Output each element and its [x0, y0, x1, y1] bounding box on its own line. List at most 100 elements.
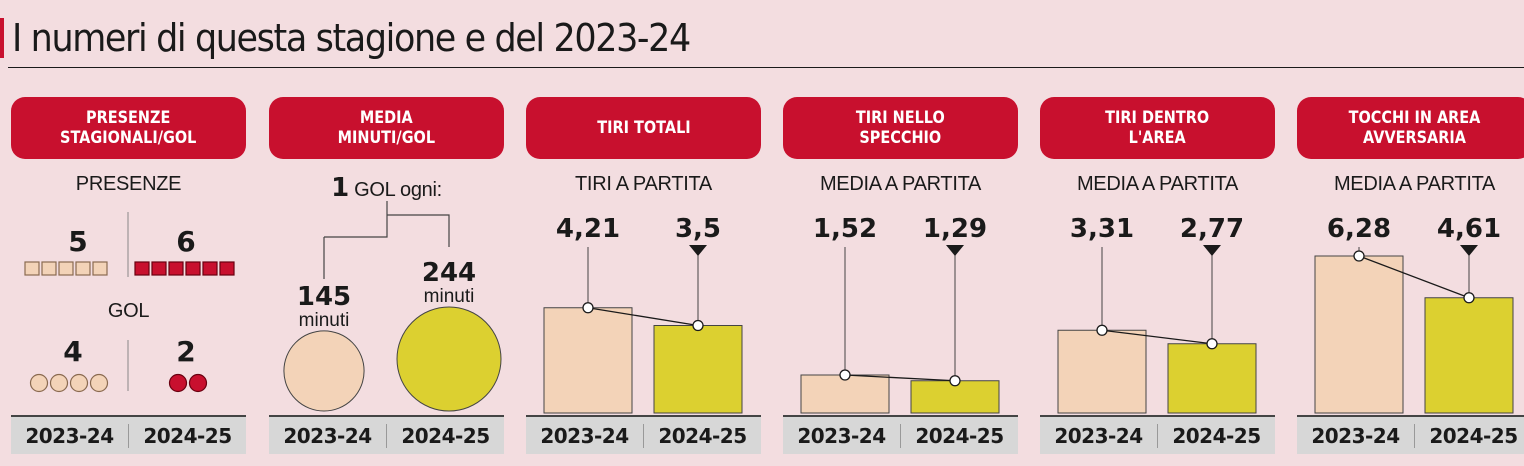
panel-presenze-gol: PRESENZE STAGIONALI/GOL PRESENZE 5 6 GOL…: [11, 97, 246, 454]
gol-circle-2024-25: [188, 373, 208, 393]
minuti-value-label: 145: [297, 282, 351, 312]
minuti-circle-2024-25: [396, 306, 502, 412]
bar-2023-24: [543, 307, 633, 414]
gol-2023-24-value: 4: [63, 335, 83, 368]
presenze-square-2023-24: [75, 261, 91, 276]
presenze-square-2024-25: [151, 261, 167, 276]
value-label-2023-24: 4,21: [556, 214, 620, 244]
presenze-square-2023-24: [92, 261, 108, 276]
panel-subtitle: MEDIA A PARTITA: [819, 173, 982, 195]
panel-title: TIRI TOTALI: [596, 118, 691, 138]
season-label-2023-24: 2023-24: [540, 423, 629, 448]
panel-footer: 2023-24 2024-25: [11, 415, 246, 454]
presenze-square-2024-25: [219, 261, 235, 276]
trend-point-2023-24: [582, 302, 594, 314]
value-label-2023-24: 3,31: [1070, 214, 1134, 244]
trend-point-2024-25: [1206, 338, 1218, 350]
gol-ogni-text: GOL ogni:: [354, 179, 442, 201]
panel-title: PRESENZE STAGIONALI/GOL: [60, 108, 197, 148]
minuti-unit-label: minuti: [299, 310, 350, 331]
value-label-2024-25: 3,5: [675, 214, 721, 244]
gol-ogni-subtitle: 1 GOL ogni:: [269, 173, 504, 203]
value-label-2024-25: 2,77: [1180, 214, 1244, 244]
tiri-totali-chart: 4,21 3,5: [543, 214, 743, 414]
bar-2023-24: [1057, 329, 1147, 414]
gol-2024-25-value: 2: [176, 335, 196, 368]
bar-2024-25: [1167, 343, 1257, 414]
trend-point-2024-25: [1463, 292, 1475, 304]
value-label-2024-25: 4,61: [1437, 214, 1501, 244]
trend-point-2024-25: [949, 375, 961, 387]
presenze-gol-marks: [24, 212, 235, 393]
decrease-arrow-icon: [1203, 245, 1221, 256]
gol-circle-2024-25: [168, 373, 188, 393]
season-label-2024-25: 2024-25: [915, 423, 1004, 448]
panel-header: TIRI DENTRO L'AREA: [1040, 97, 1275, 159]
value-label-2023-24: 1,52: [813, 214, 877, 244]
tocchi-area-chart: 6,28 4,61: [1314, 214, 1514, 414]
title-rule: [8, 67, 1524, 68]
bar-2024-25: [653, 325, 743, 414]
panel-footer: 2023-24 2024-25: [1297, 415, 1524, 454]
value-label-2023-24: 6,28: [1327, 214, 1391, 244]
tiri-nello-specchio-chart: 1,52 1,29: [800, 214, 1000, 414]
panel-title: TIRI NELLO SPECCHIO: [856, 108, 945, 148]
panel-tiri-dentro-area: TIRI DENTRO L'AREA MEDIA A PARTITA 3,31 2…: [1040, 97, 1275, 454]
value-label-2024-25: 1,29: [923, 214, 987, 244]
presenze-square-2024-25: [202, 261, 218, 276]
title-accent-bar: [0, 18, 4, 58]
season-label-2024-25: 2024-25: [401, 423, 490, 448]
trend-line: [1358, 255, 1470, 299]
presenze-square-2024-25: [185, 261, 201, 276]
season-label-2023-24: 2023-24: [1054, 423, 1143, 448]
page-title: I numeri di questa stagione e del 2023-2…: [0, 12, 749, 64]
panel-subtitle: MEDIA A PARTITA: [1076, 173, 1239, 195]
presenze-square-2023-24: [41, 261, 57, 276]
panel-tiri-totali: TIRI TOTALI TIRI A PARTITA 4,21 3,5 2023-…: [526, 97, 761, 454]
panel-footer: 2023-24 2024-25: [783, 415, 1018, 454]
panel-subtitle: TIRI A PARTITA: [575, 173, 712, 195]
gol-circle-2023-24: [69, 373, 89, 393]
season-label-2023-24: 2023-24: [797, 423, 886, 448]
tiri-dentro-area-chart: 3,31 2,77: [1057, 214, 1257, 414]
presenze-square-2023-24: [24, 261, 40, 276]
presenze-2024-25-value: 6: [176, 225, 196, 258]
presenze-square-2024-25: [168, 261, 184, 276]
decrease-arrow-icon: [946, 245, 964, 256]
minuti-unit-label: minuti: [424, 286, 475, 307]
decrease-arrow-icon: [689, 245, 707, 256]
presenze-label: PRESENZE: [75, 173, 182, 195]
panel-footer: 2023-24 2024-25: [1040, 415, 1275, 454]
presenze-square-2023-24: [58, 261, 74, 276]
decrease-arrow-icon: [1460, 245, 1478, 256]
season-label-2024-25: 2024-25: [1172, 423, 1261, 448]
panel-footer: 2023-24 2024-25: [526, 415, 761, 454]
panel-media-minuti-gol: MEDIA MINUTI/GOL 1 GOL ogni: 145 minuti 24…: [269, 97, 504, 454]
trend-line: [1101, 329, 1213, 345]
season-label-2024-25: 2024-25: [143, 423, 232, 448]
panel-title: TIRI DENTRO L'AREA: [1105, 108, 1210, 148]
panel-title: MEDIA MINUTI/GOL: [337, 108, 436, 148]
bar-2023-24: [800, 374, 890, 414]
panel-header: TIRI TOTALI: [526, 97, 761, 159]
minuti-circle-2023-24: [283, 330, 365, 412]
panel-header: TOCCHI IN AREA AVVERSARIA: [1297, 97, 1524, 159]
panel-tocchi-area-avversaria: TOCCHI IN AREA AVVERSARIA MEDIA A PARTIT…: [1297, 97, 1524, 454]
panel-title: TOCCHI IN AREA AVVERSARIA: [1348, 108, 1481, 148]
trend-point-2024-25: [692, 319, 704, 332]
panel-footer: 2023-24 2024-25: [269, 415, 504, 454]
panel-header: PRESENZE STAGIONALI/GOL: [11, 97, 246, 159]
trend-point-2023-24: [1353, 250, 1365, 262]
season-label-2023-24: 2023-24: [25, 423, 114, 448]
connector-lines: [323, 201, 450, 279]
season-label-2023-24: 2023-24: [1311, 423, 1400, 448]
season-label-2024-25: 2024-25: [1429, 423, 1518, 448]
bar-2024-25: [1424, 297, 1514, 414]
gol-label: GOL: [107, 300, 150, 322]
title-text: I numeri di questa stagione e del 2023-2…: [12, 16, 691, 60]
panel-header: TIRI NELLO SPECCHIO: [783, 97, 1018, 159]
gol-circle-2023-24: [89, 373, 109, 393]
presenze-2023-24-value: 5: [68, 225, 88, 258]
panel-tiri-nello-specchio: TIRI NELLO SPECCHIO MEDIA A PARTITA 1,52…: [783, 97, 1018, 454]
gol-circle-2023-24: [29, 373, 49, 393]
